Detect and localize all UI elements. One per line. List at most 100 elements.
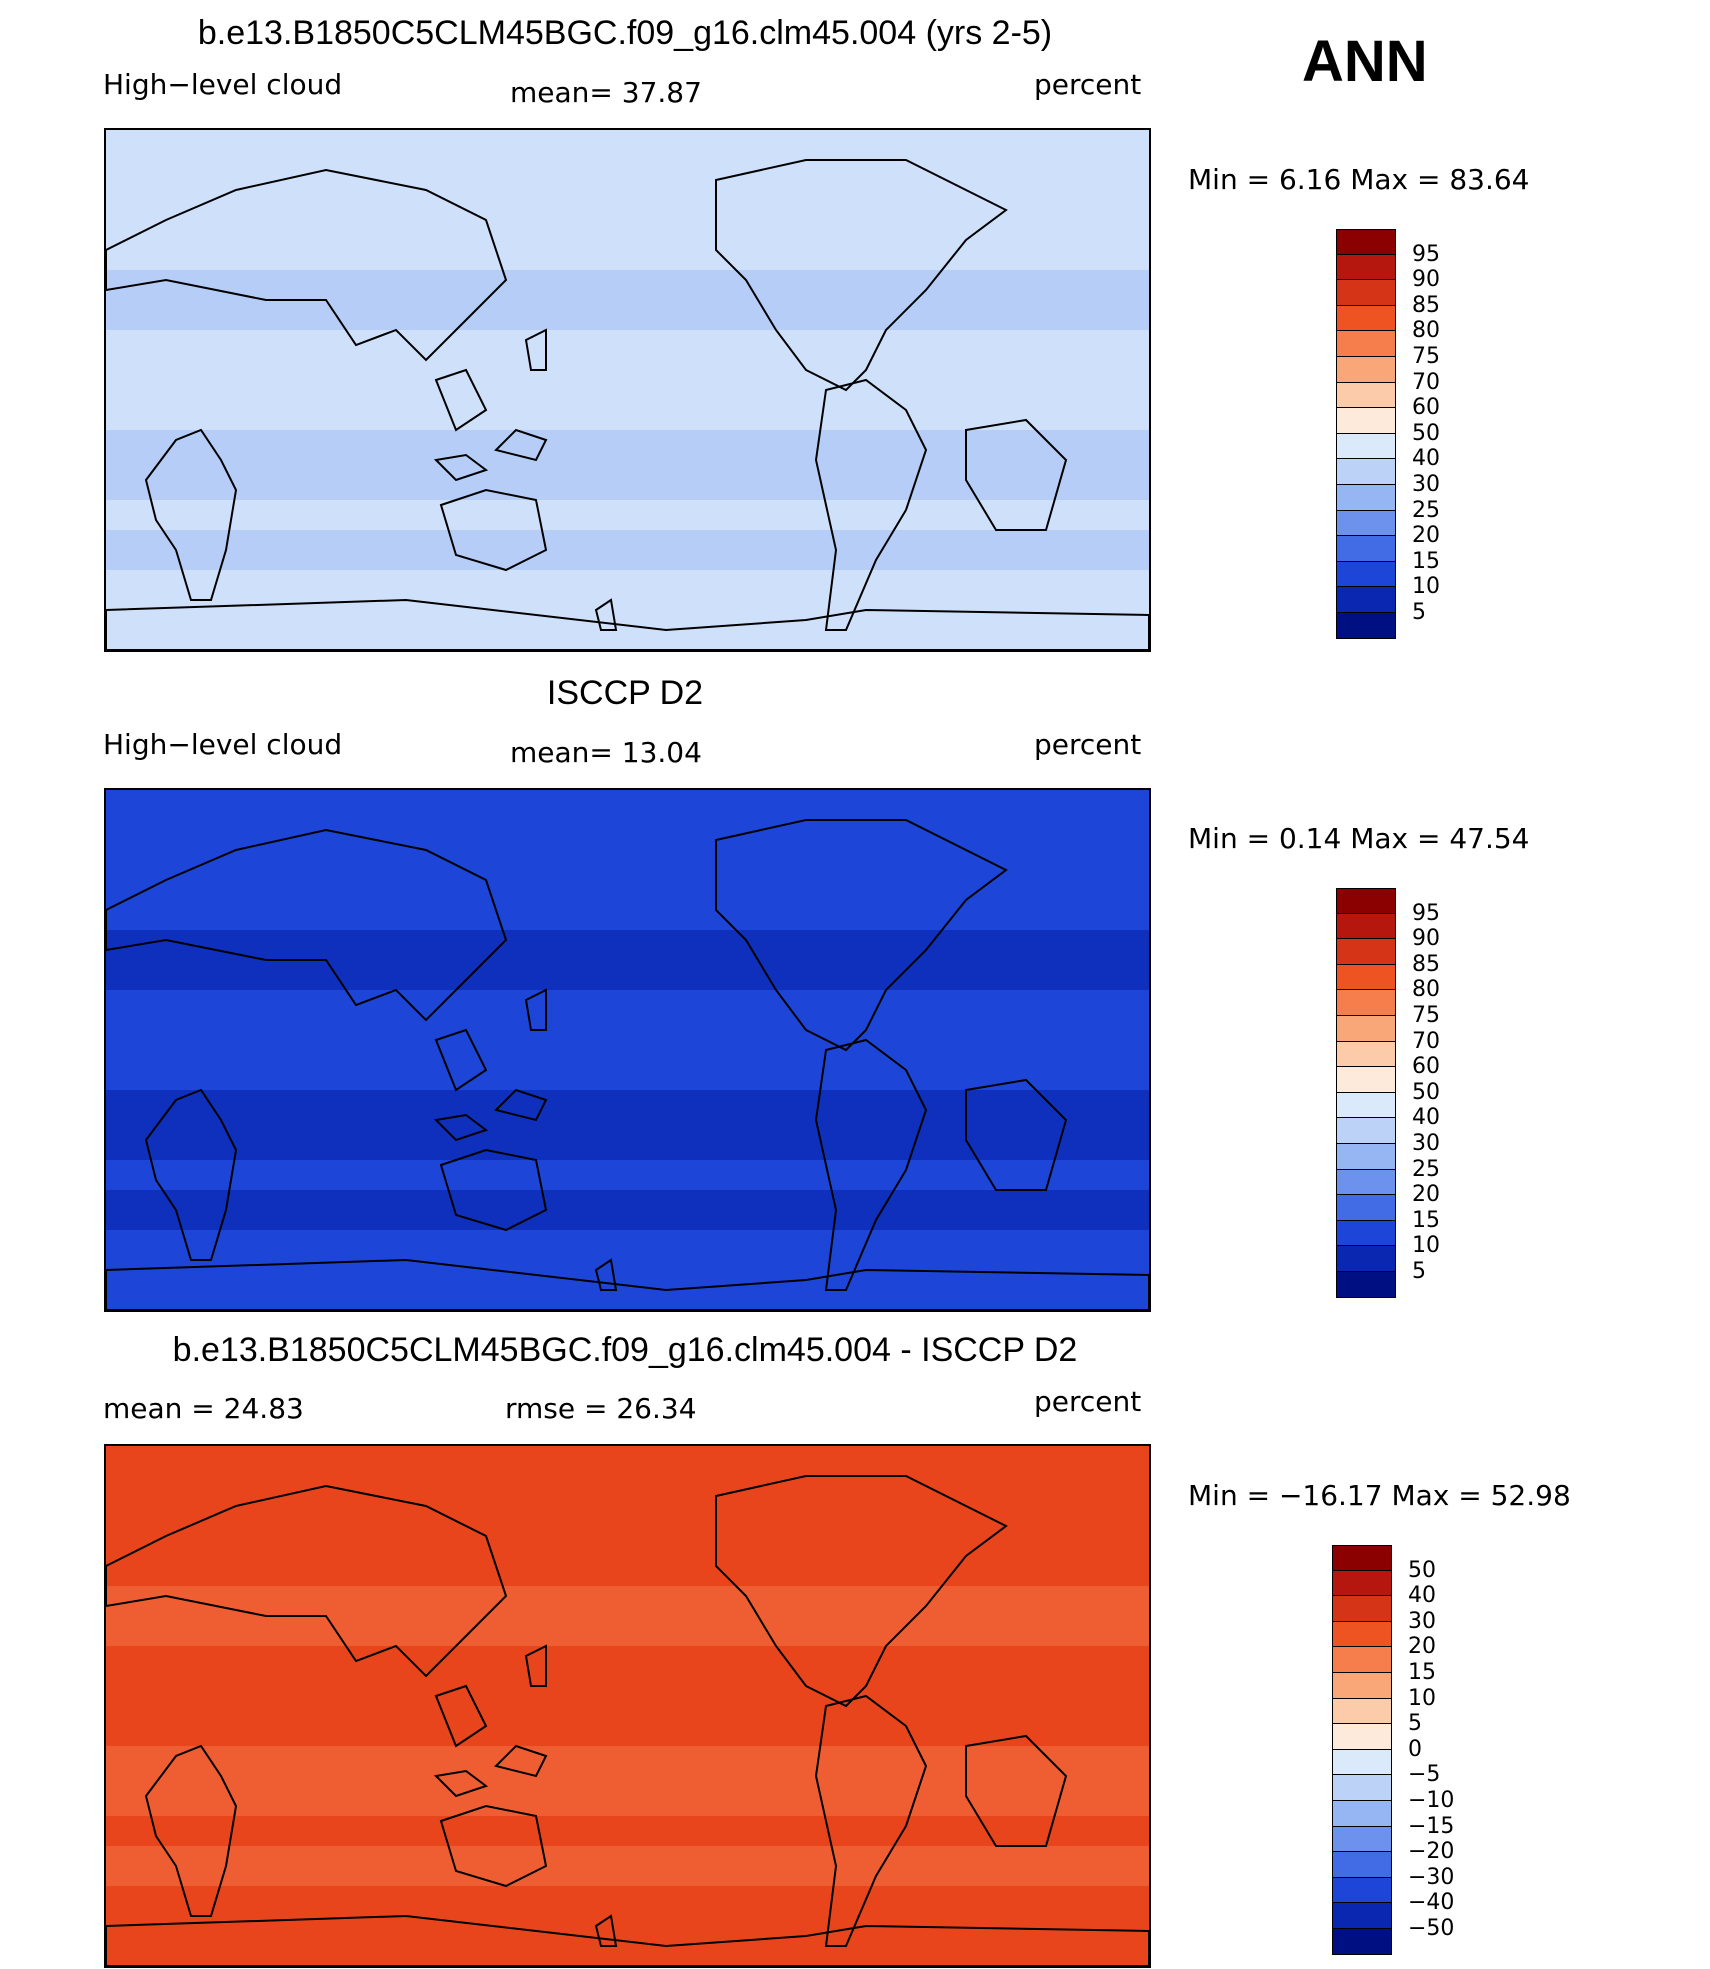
map-background (106, 130, 1149, 650)
season-label: ANN (1302, 29, 1428, 94)
colorbar-tick-label: 5 (1412, 600, 1426, 625)
map-background (106, 790, 1149, 1310)
colorbar-tick-label: −5 (1408, 1762, 1441, 1788)
coastline (814, 1694, 928, 1947)
coastline (144, 428, 238, 601)
map-contour-band (106, 1846, 1149, 1886)
panel-3-title: b.e13.B1850C5CLM45BGC.f09_g16.clm45.004 … (172, 1331, 1078, 1369)
colorbar-tick-label: 40 (1412, 1105, 1440, 1131)
colorbar-swatch (1336, 1118, 1396, 1144)
colorbar-tick-label: 75 (1412, 344, 1440, 369)
colorbar-tick-label: 20 (1412, 523, 1440, 549)
colorbar-swatch (1336, 229, 1396, 255)
panel-3-rmse-label: rmse = 26.34 (505, 1392, 697, 1425)
panel-3-mean-label: mean = 24.83 (103, 1392, 304, 1425)
colorbar-swatch (1336, 587, 1396, 613)
colorbar-tick-label: −30 (1408, 1864, 1455, 1890)
colorbar-swatch (1332, 1903, 1392, 1929)
colorbar-tick-label: 75 (1412, 1003, 1440, 1028)
panel-3-units-label: percent (1034, 1385, 1142, 1418)
colorbar-swatch (1336, 357, 1396, 383)
colorbar-swatch (1336, 305, 1396, 332)
colorbar-swatch (1336, 888, 1396, 914)
colorbar-tick-label: 95 (1412, 241, 1440, 267)
colorbar-swatch (1332, 1545, 1392, 1571)
panel-2-title: ISCCP D2 (546, 674, 704, 712)
colorbar-tick-label: 20 (1408, 1634, 1436, 1660)
colorbar-swatch (1332, 1801, 1392, 1827)
coastline (106, 1258, 1149, 1310)
colorbar-frame (1336, 229, 1396, 639)
colorbar-tick-label: 80 (1412, 318, 1440, 344)
colorbar-swatch (1336, 1246, 1396, 1272)
colorbar-tick-label: 25 (1412, 497, 1440, 523)
coastline (594, 1914, 618, 1947)
colorbar-swatch (1332, 1877, 1392, 1904)
map-contour-band (106, 530, 1149, 570)
colorbar-swatch (1336, 1220, 1396, 1247)
colorbar-tick-label: 30 (1412, 472, 1440, 497)
coastline (715, 819, 1008, 1052)
colorbar-tick-label: 30 (1408, 1608, 1436, 1634)
coastline (524, 328, 547, 371)
coastline (106, 1914, 1149, 1966)
colorbar-swatch (1336, 485, 1396, 511)
colorbar-swatch (1336, 408, 1396, 434)
colorbar-swatch (1336, 459, 1396, 485)
colorbar-swatch (1332, 1749, 1392, 1776)
colorbar-swatch (1336, 510, 1396, 537)
colorbar-swatch (1336, 964, 1396, 991)
coastline (144, 1088, 238, 1261)
colorbar-swatch (1332, 1852, 1392, 1878)
colorbar-tick-label: 5 (1408, 1711, 1422, 1737)
colorbar-tick-label: 40 (1412, 446, 1440, 472)
coastline (814, 1038, 928, 1291)
colorbar-swatch (1336, 990, 1396, 1016)
colorbar-swatch (1332, 1775, 1392, 1801)
colorbar-swatch (1336, 939, 1396, 965)
coastline (965, 1734, 1068, 1847)
colorbar-tick-label: 70 (1412, 1028, 1440, 1054)
coastline (433, 1769, 489, 1798)
colorbar-tick-label: −40 (1408, 1890, 1455, 1916)
colorbar-swatch (1336, 536, 1396, 562)
panel-1-minmax: Min = 6.16 Max = 83.64 (1188, 163, 1530, 196)
colorbar-tick-label: 50 (1412, 1079, 1440, 1105)
colorbar-swatch (1336, 913, 1396, 940)
colorbar-swatch (1332, 1596, 1392, 1622)
panel-1-left-label: High−level cloud (103, 68, 343, 101)
colorbar-swatch (1332, 1570, 1392, 1597)
coastline (439, 1148, 548, 1232)
coastline (524, 1644, 547, 1687)
colorbar-swatch (1332, 1621, 1392, 1648)
panel-1-mean-label: mean= 37.87 (510, 76, 702, 109)
colorbar-swatch (1332, 1698, 1392, 1725)
colorbar-tick-label: 90 (1412, 267, 1440, 293)
map-contour-band (106, 1746, 1149, 1816)
coastline (434, 1684, 488, 1748)
colorbar-tick-label: 80 (1412, 977, 1440, 1003)
colorbar-tick-label: −20 (1408, 1839, 1455, 1865)
colorbar-swatch (1336, 254, 1396, 281)
panel-1-map (104, 128, 1151, 652)
coastline (524, 988, 547, 1031)
colorbar-tick-label: 15 (1412, 548, 1440, 574)
colorbar-frame (1336, 888, 1396, 1298)
panel-3-minmax: Min = −16.17 Max = 52.98 (1188, 1479, 1571, 1512)
coastline (106, 1484, 508, 1678)
coastline (144, 1744, 238, 1917)
panel-2-map (104, 788, 1151, 1312)
colorbar-tick-label: 90 (1412, 926, 1440, 952)
colorbar-swatch (1336, 1195, 1396, 1221)
coastline (439, 488, 548, 572)
panel-2-left-label: High−level cloud (103, 728, 343, 761)
colorbar-tick-label: 85 (1412, 292, 1440, 318)
coastline (494, 1088, 548, 1122)
coastline (715, 1475, 1008, 1708)
colorbar-swatch (1336, 382, 1396, 409)
colorbar-tick-label: −50 (1408, 1916, 1455, 1941)
map-contour-band (106, 1090, 1149, 1160)
coastline (106, 598, 1149, 650)
coastline (434, 1028, 488, 1092)
colorbar-tick-label: 10 (1408, 1685, 1436, 1711)
